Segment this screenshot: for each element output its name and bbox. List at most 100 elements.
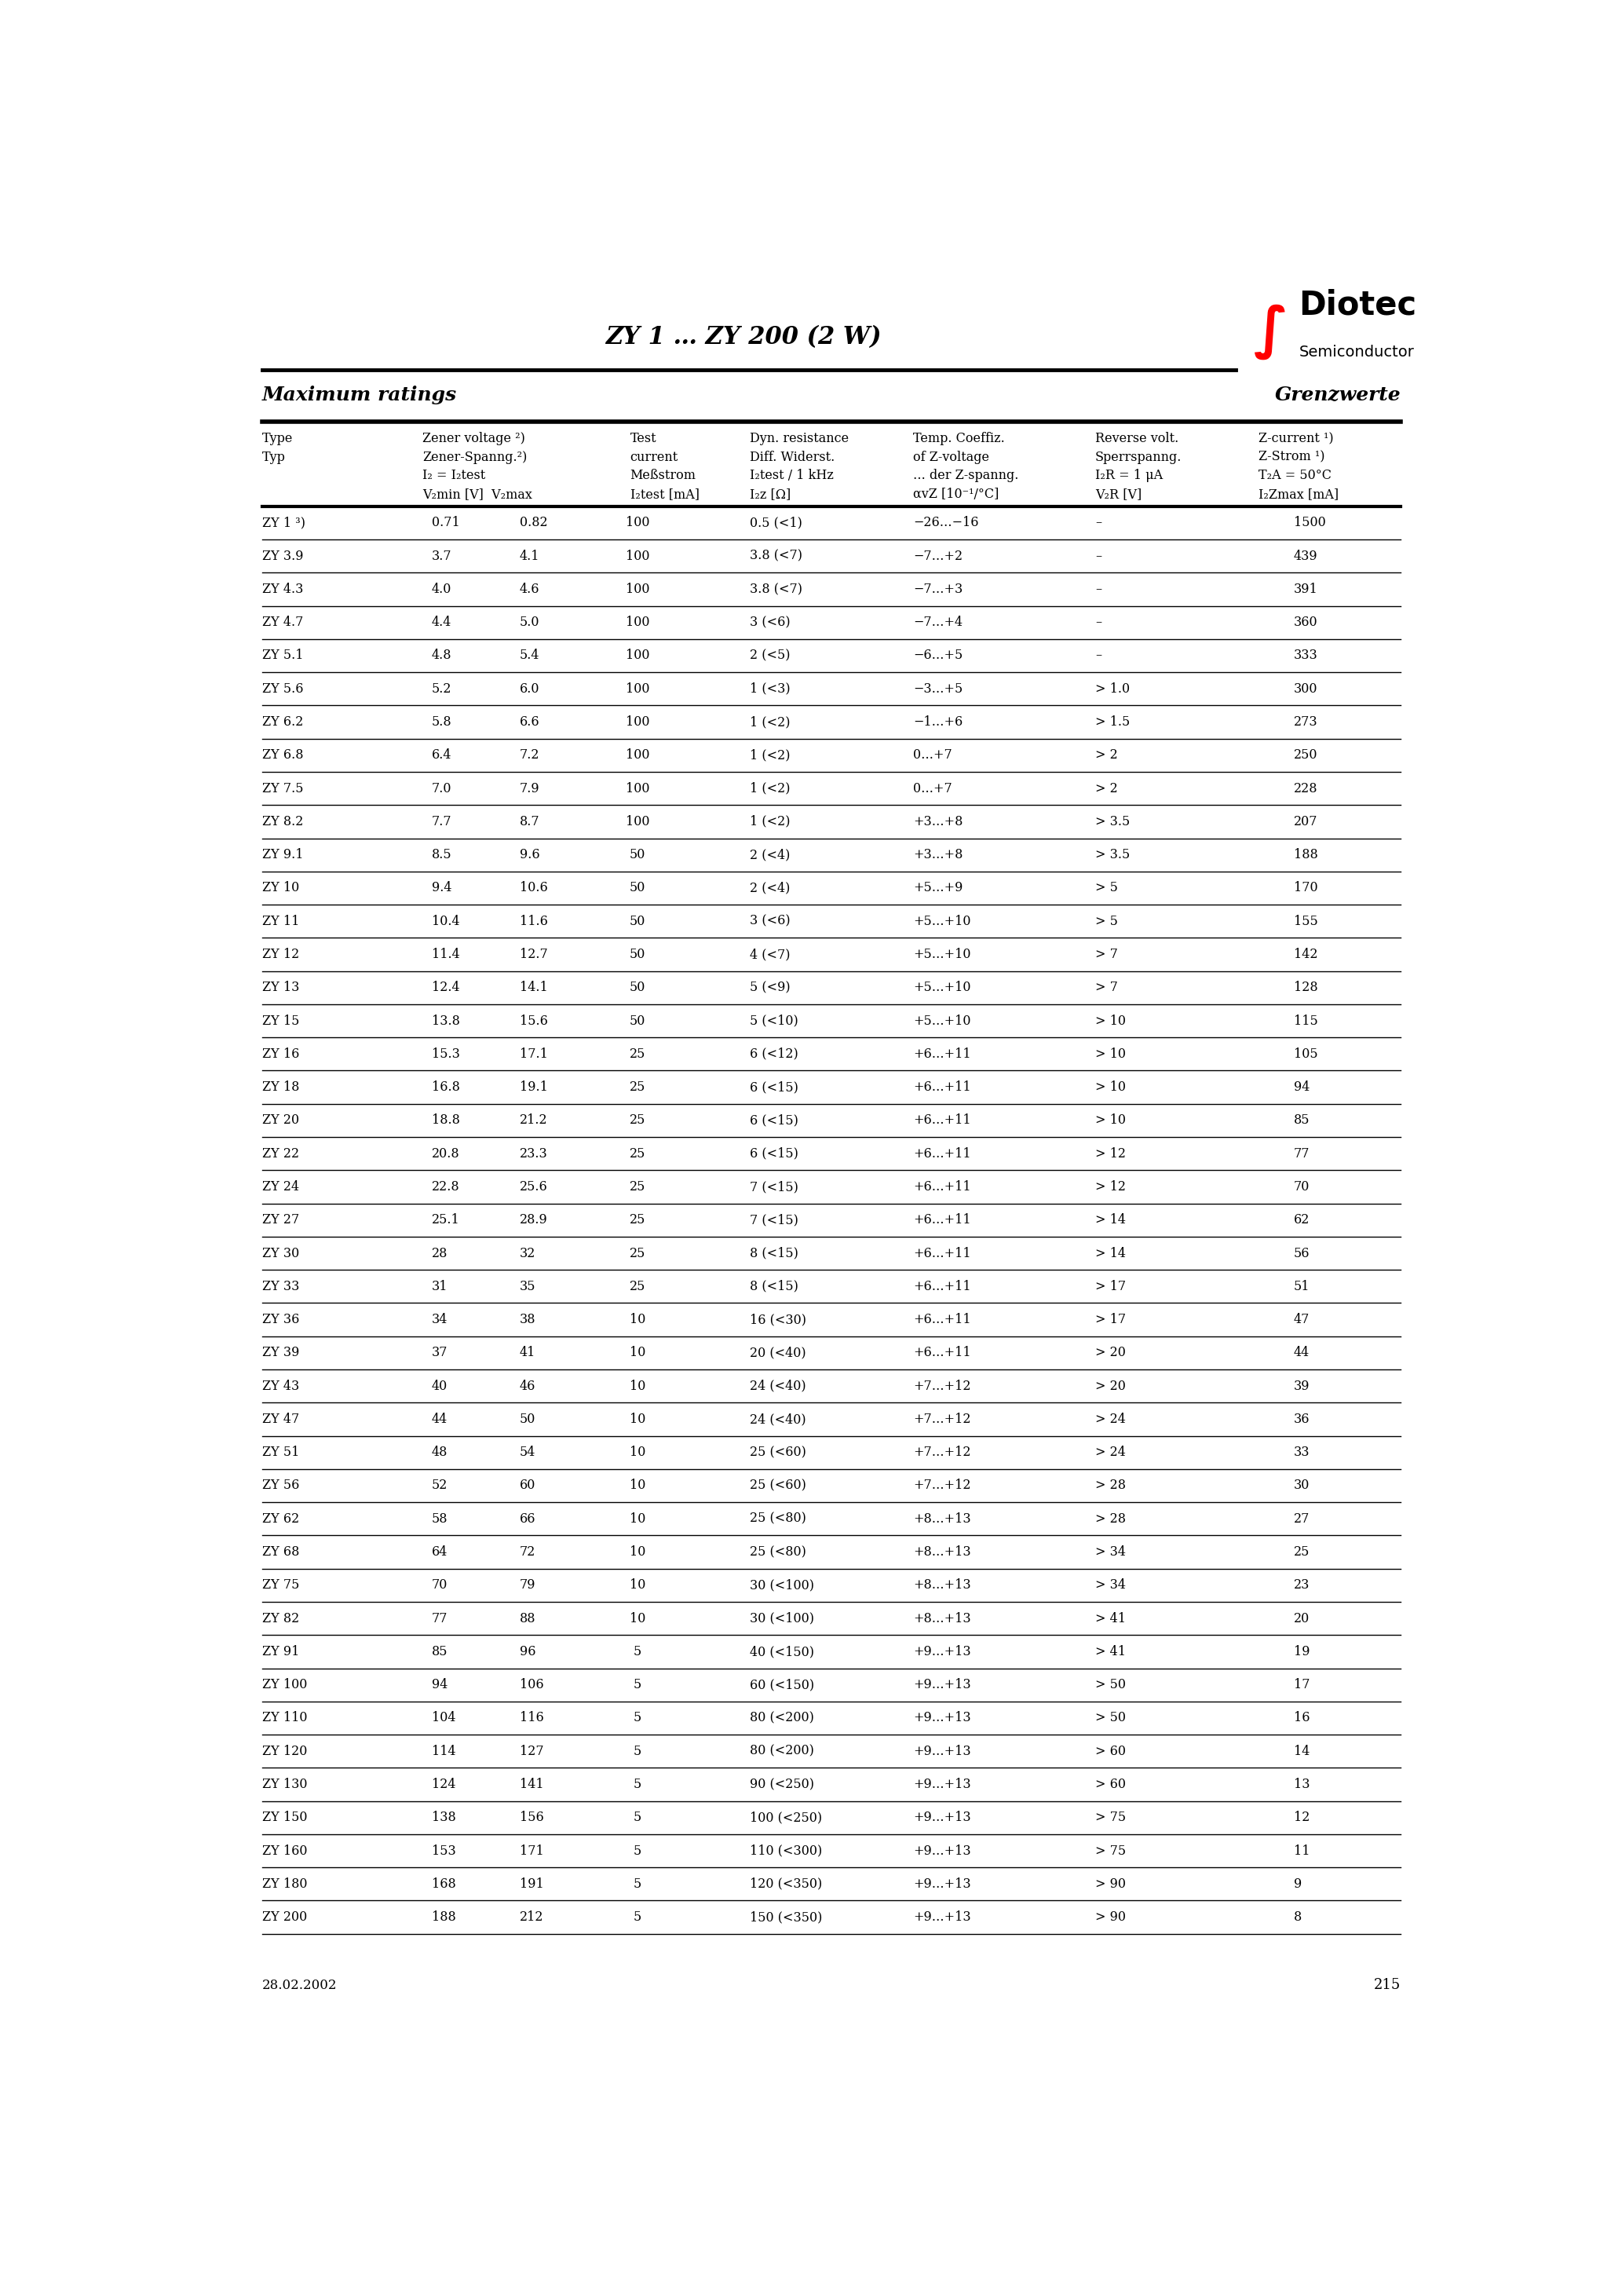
Text: Diotec: Diotec (1299, 289, 1416, 321)
Text: 7.9: 7.9 (519, 781, 540, 794)
Text: > 50: > 50 (1095, 1711, 1126, 1724)
Text: > 75: > 75 (1095, 1844, 1126, 1857)
Text: 10.4: 10.4 (431, 914, 459, 928)
Text: Semiconductor: Semiconductor (1299, 344, 1414, 360)
Text: ZY 200: ZY 200 (261, 1910, 307, 1924)
Text: 0.82: 0.82 (519, 517, 548, 530)
Text: ZY 100: ZY 100 (261, 1678, 307, 1692)
Text: 120 (<350): 120 (<350) (749, 1878, 822, 1890)
Text: 0…+7: 0…+7 (913, 781, 952, 794)
Text: of Z-voltage: of Z-voltage (913, 450, 989, 464)
Text: +9…+13: +9…+13 (913, 1745, 972, 1759)
Text: 30 (<100): 30 (<100) (749, 1580, 814, 1591)
Text: ∫: ∫ (1254, 305, 1288, 360)
Text: > 7: > 7 (1095, 948, 1118, 962)
Text: +8…+13: +8…+13 (913, 1545, 972, 1559)
Text: ZY 68: ZY 68 (261, 1545, 298, 1559)
Text: 110 (<300): 110 (<300) (749, 1844, 822, 1857)
Text: −7…+2: −7…+2 (913, 549, 962, 563)
Text: 188: 188 (1294, 847, 1319, 861)
Text: 16: 16 (1294, 1711, 1311, 1724)
Text: 77: 77 (1294, 1148, 1311, 1159)
Text: 4.6: 4.6 (519, 583, 540, 597)
Text: 25.6: 25.6 (519, 1180, 548, 1194)
Text: +9…+13: +9…+13 (913, 1644, 972, 1658)
Text: I₂test / 1 kHz: I₂test / 1 kHz (749, 468, 834, 482)
Text: 37: 37 (431, 1345, 448, 1359)
Text: 41: 41 (519, 1345, 535, 1359)
Text: 10: 10 (629, 1313, 646, 1327)
Text: 153: 153 (431, 1844, 456, 1857)
Text: –: – (1095, 517, 1101, 530)
Text: 168: 168 (431, 1878, 456, 1890)
Text: 7.2: 7.2 (519, 748, 540, 762)
Text: Grenzwerte: Grenzwerte (1275, 386, 1401, 404)
Text: 150 (<350): 150 (<350) (749, 1910, 822, 1924)
Text: 100: 100 (626, 583, 650, 597)
Text: 39: 39 (1294, 1380, 1311, 1394)
Text: 5 (<10): 5 (<10) (749, 1015, 798, 1029)
Text: 12: 12 (1294, 1812, 1311, 1825)
Text: current: current (631, 450, 678, 464)
Text: 85: 85 (431, 1644, 448, 1658)
Text: ZY 22: ZY 22 (261, 1148, 298, 1159)
Text: −26…−16: −26…−16 (913, 517, 978, 530)
Text: ZY 27: ZY 27 (261, 1212, 298, 1226)
Text: 3.8 (<7): 3.8 (<7) (749, 583, 803, 597)
Text: +7…+12: +7…+12 (913, 1380, 970, 1394)
Text: 138: 138 (431, 1812, 456, 1825)
Text: –: – (1095, 615, 1101, 629)
Text: 50: 50 (629, 882, 646, 895)
Text: 8 (<15): 8 (<15) (749, 1247, 798, 1261)
Text: ZY 4.7: ZY 4.7 (261, 615, 303, 629)
Text: +5…+10: +5…+10 (913, 1015, 970, 1029)
Text: ZY 62: ZY 62 (261, 1513, 298, 1525)
Text: Dyn. resistance: Dyn. resistance (749, 432, 848, 445)
Text: +7…+12: +7…+12 (913, 1479, 970, 1492)
Text: > 10: > 10 (1095, 1081, 1126, 1093)
Text: 9.4: 9.4 (431, 882, 451, 895)
Text: ZY 110: ZY 110 (261, 1711, 307, 1724)
Text: 54: 54 (519, 1446, 535, 1458)
Text: 88: 88 (519, 1612, 535, 1626)
Text: 4.4: 4.4 (431, 615, 451, 629)
Text: 128: 128 (1294, 980, 1319, 994)
Text: 44: 44 (1294, 1345, 1311, 1359)
Text: ZY 51: ZY 51 (261, 1446, 298, 1458)
Text: 300: 300 (1294, 682, 1317, 696)
Text: +9…+13: +9…+13 (913, 1844, 972, 1857)
Text: 114: 114 (431, 1745, 456, 1759)
Text: +8…+13: +8…+13 (913, 1612, 972, 1626)
Text: V₂min [V]  V₂max: V₂min [V] V₂max (423, 487, 532, 501)
Text: +6…+11: +6…+11 (913, 1180, 972, 1194)
Text: 90 (<250): 90 (<250) (749, 1777, 814, 1791)
Text: 56: 56 (1294, 1247, 1311, 1261)
Text: > 2: > 2 (1095, 748, 1118, 762)
Text: 1 (<2): 1 (<2) (749, 781, 790, 794)
Text: > 14: > 14 (1095, 1247, 1126, 1261)
Text: 20.8: 20.8 (431, 1148, 459, 1159)
Text: 17.1: 17.1 (519, 1047, 548, 1061)
Text: ZY 39: ZY 39 (261, 1345, 298, 1359)
Text: 70: 70 (1294, 1180, 1311, 1194)
Text: > 17: > 17 (1095, 1313, 1126, 1327)
Text: 25 (<80): 25 (<80) (749, 1545, 806, 1559)
Text: ZY 10: ZY 10 (261, 882, 298, 895)
Text: 16 (<30): 16 (<30) (749, 1313, 806, 1327)
Text: 50: 50 (629, 948, 646, 962)
Text: –: – (1095, 583, 1101, 597)
Text: 22.8: 22.8 (431, 1180, 459, 1194)
Text: ZY 130: ZY 130 (261, 1777, 307, 1791)
Text: ZY 12: ZY 12 (261, 948, 298, 962)
Text: 10: 10 (629, 1412, 646, 1426)
Text: 5.8: 5.8 (431, 716, 451, 728)
Text: 50: 50 (629, 1015, 646, 1029)
Text: Maximum ratings: Maximum ratings (261, 386, 457, 404)
Text: Zener voltage ²): Zener voltage ²) (423, 432, 526, 445)
Text: Reverse volt.: Reverse volt. (1095, 432, 1179, 445)
Text: +7…+12: +7…+12 (913, 1446, 970, 1458)
Text: 188: 188 (431, 1910, 456, 1924)
Text: > 60: > 60 (1095, 1745, 1126, 1759)
Text: +6…+11: +6…+11 (913, 1081, 972, 1093)
Text: 100: 100 (626, 650, 650, 661)
